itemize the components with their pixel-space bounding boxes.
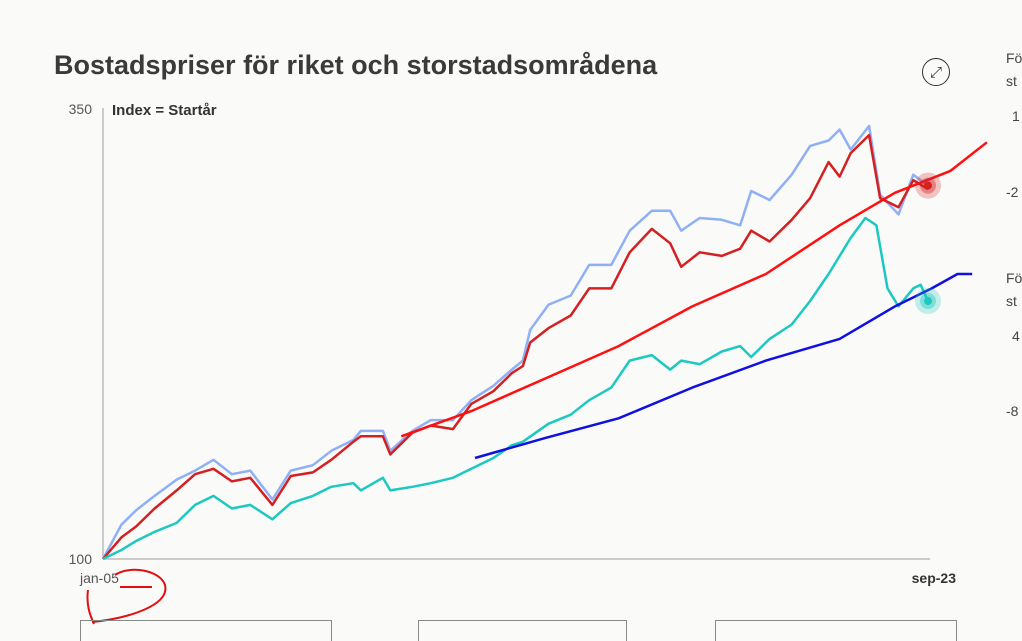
series-line-teal <box>102 216 930 561</box>
x-tick-label: jan-05 <box>79 570 119 586</box>
bottom-button[interactable] <box>418 620 627 641</box>
side-tick: -2 <box>1006 184 1019 200</box>
series-line-red-trend <box>400 141 988 438</box>
y-axis-label: Index = Startår <box>112 102 217 119</box>
expand-arrows-icon[interactable]: ⤢ <box>922 58 950 86</box>
y-tick-label: 350 <box>69 101 93 117</box>
series-line-red <box>102 133 929 560</box>
side-label: st <box>1006 73 1017 89</box>
end-point-marker <box>924 297 932 306</box>
y-tick-label: 100 <box>69 551 93 567</box>
bottom-button[interactable] <box>80 620 332 641</box>
side-label: Fö <box>1006 50 1022 66</box>
line-chart: 350 100 Index = Startår jan-05 sep-23 <box>69 101 988 625</box>
series-line-light-blue <box>101 124 929 560</box>
bottom-button[interactable] <box>715 620 957 641</box>
side-tick: -8 <box>1006 403 1019 419</box>
side-tick: 1 <box>1012 108 1020 124</box>
side-label: Fö <box>1006 270 1022 286</box>
chart-title: Bostadspriser för riket och storstadsomr… <box>54 50 658 80</box>
series-line-blue-trend <box>474 272 973 460</box>
side-tick: 4 <box>1012 328 1020 344</box>
end-point-marker <box>924 181 932 190</box>
red-annotation-scribble <box>86 568 167 625</box>
side-label: st <box>1006 293 1017 309</box>
x-tick-label: sep-23 <box>912 570 957 586</box>
